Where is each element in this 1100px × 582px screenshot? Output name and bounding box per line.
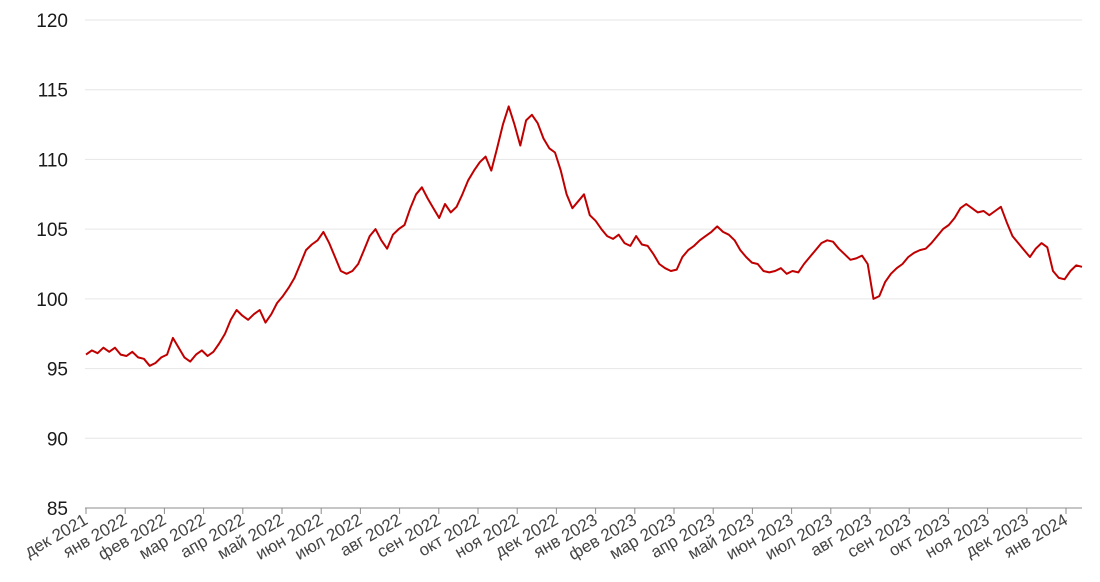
series-line [85, 105, 1083, 367]
y-tick-label: 100 [36, 290, 68, 311]
y-axis: 85 90 95 100 105 110 115 120 [36, 11, 68, 520]
y-tick-label: 85 [47, 499, 68, 520]
y-tick-label: 95 [47, 360, 68, 381]
grid-lines [85, 19, 1082, 509]
series-layer [85, 105, 1083, 367]
y-tick-label: 105 [36, 220, 68, 241]
y-tick-label: 120 [36, 11, 68, 32]
y-tick-label: 90 [47, 429, 68, 450]
y-tick-label: 115 [38, 81, 68, 102]
y-tick-label: 110 [38, 150, 68, 171]
